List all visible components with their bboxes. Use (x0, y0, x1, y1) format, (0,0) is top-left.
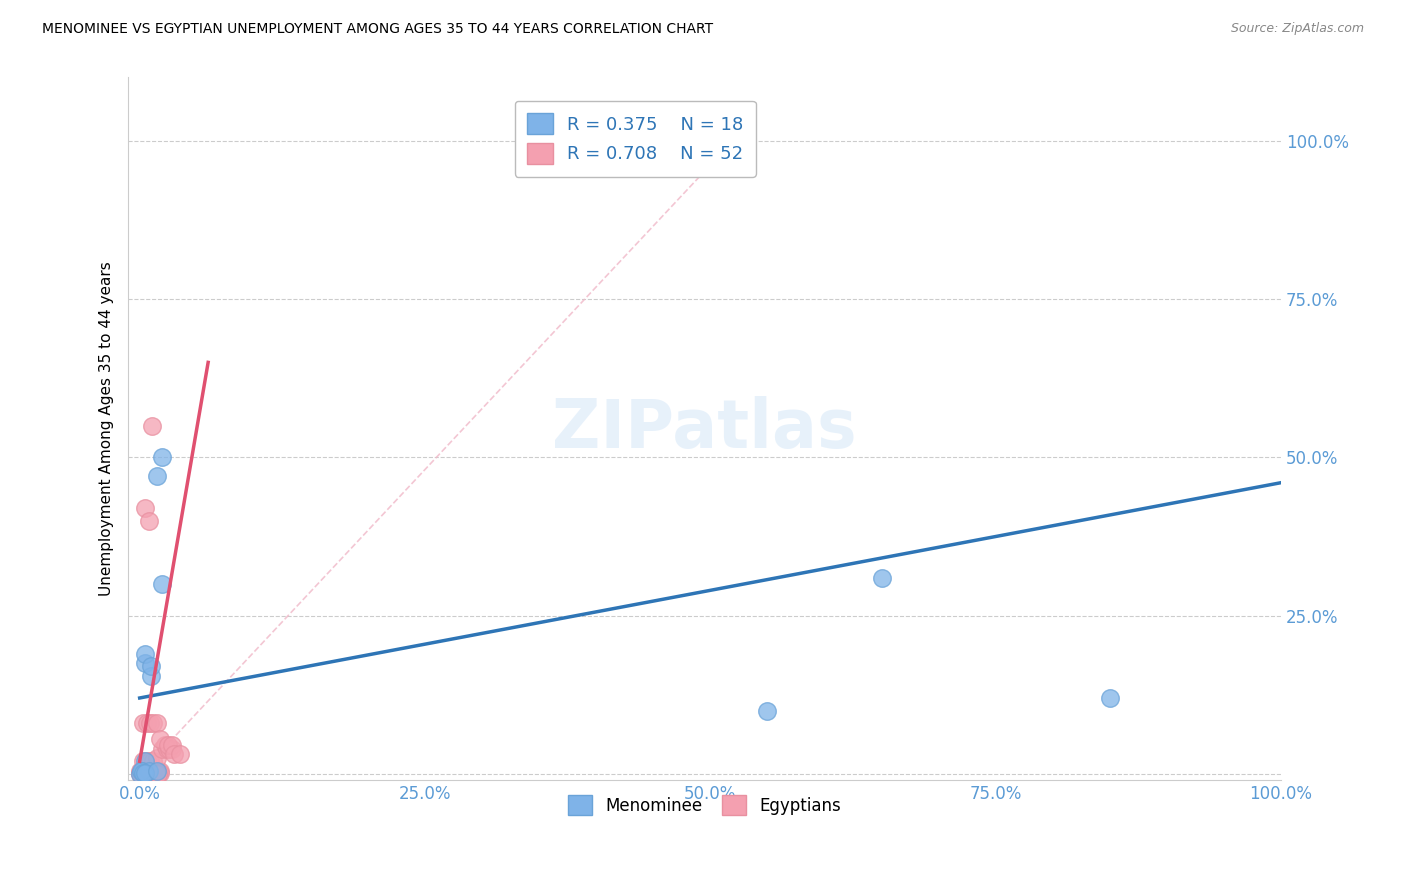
Point (145, 764, 167, 778)
Point (146, 764, 169, 778)
Text: ZIPatlas: ZIPatlas (553, 396, 856, 462)
Point (134, 501, 156, 516)
Point (152, 577, 174, 591)
Point (134, 754, 156, 768)
Point (142, 716, 165, 731)
Point (160, 739, 183, 753)
Point (134, 765, 156, 780)
Point (138, 514, 160, 528)
Y-axis label: Unemployment Among Ages 35 to 44 years: Unemployment Among Ages 35 to 44 years (100, 261, 114, 596)
Point (134, 656, 156, 670)
Point (139, 669, 162, 683)
Point (145, 767, 167, 781)
Point (1098, 690, 1121, 705)
Point (139, 764, 162, 778)
Point (146, 469, 169, 483)
Point (157, 739, 180, 753)
Point (138, 764, 160, 778)
Point (139, 765, 162, 780)
Point (129, 764, 152, 778)
Point (138, 765, 160, 780)
Point (146, 767, 169, 781)
Point (146, 751, 169, 765)
Point (134, 647, 156, 661)
Point (142, 765, 165, 780)
Point (142, 764, 165, 778)
Point (131, 764, 153, 778)
Point (756, 704, 779, 718)
Point (160, 741, 183, 756)
Point (149, 765, 172, 780)
Point (156, 741, 179, 756)
Point (128, 765, 150, 780)
Point (169, 747, 191, 761)
Point (135, 767, 157, 781)
Point (135, 764, 157, 778)
Point (152, 741, 174, 756)
Point (132, 765, 155, 780)
Point (139, 754, 162, 768)
Point (870, 571, 893, 585)
Point (139, 716, 162, 731)
Point (132, 754, 155, 768)
Point (153, 739, 176, 753)
Point (141, 418, 163, 433)
Point (128, 767, 150, 781)
Point (142, 767, 165, 781)
Point (163, 747, 186, 761)
Point (128, 764, 150, 778)
Point (139, 767, 162, 781)
Point (142, 754, 165, 768)
Point (132, 716, 155, 731)
Point (145, 765, 167, 780)
Point (135, 765, 157, 780)
Point (135, 754, 157, 768)
Point (149, 764, 172, 778)
Point (146, 764, 169, 778)
Point (131, 767, 153, 781)
Point (138, 767, 160, 781)
Point (134, 764, 156, 778)
Text: Source: ZipAtlas.com: Source: ZipAtlas.com (1230, 22, 1364, 36)
Point (157, 741, 180, 756)
Point (134, 765, 156, 780)
Text: MENOMINEE VS EGYPTIAN UNEMPLOYMENT AMONG AGES 35 TO 44 YEARS CORRELATION CHART: MENOMINEE VS EGYPTIAN UNEMPLOYMENT AMONG… (42, 22, 713, 37)
Point (131, 764, 153, 778)
Point (128, 767, 150, 781)
Point (135, 716, 157, 731)
Point (146, 765, 169, 780)
Point (134, 767, 156, 781)
Point (131, 765, 153, 780)
Point (152, 450, 174, 465)
Point (146, 716, 169, 731)
Point (138, 764, 160, 778)
Point (149, 732, 172, 747)
Point (139, 659, 162, 673)
Legend: Menominee, Egyptians: Menominee, Egyptians (558, 786, 851, 825)
